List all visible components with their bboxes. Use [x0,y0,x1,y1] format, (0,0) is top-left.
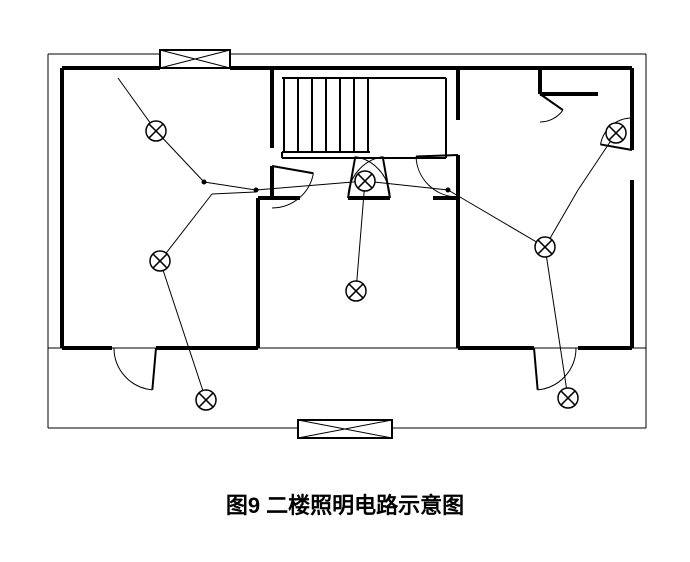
door-leaf [383,157,390,198]
wire [545,247,568,398]
wire [365,181,448,190]
wire [212,192,256,194]
door-leaf [540,94,563,110]
wire [160,261,206,400]
door-arc [416,156,458,197]
wire [448,190,545,247]
door-arc [272,173,313,208]
diagram-stage: 图9 二楼照明电路示意图 [0,0,690,562]
wire [204,182,256,190]
junction [446,188,451,193]
floorplan-svg [0,0,690,562]
door-leaf [534,348,538,390]
junction [254,188,259,193]
wire [160,194,212,261]
door-leaf [348,157,355,198]
figure-caption: 图9 二楼照明电路示意图 [0,488,690,520]
door-leaf [416,155,458,156]
door-leaf [152,348,156,390]
door-leaf [272,166,313,173]
door-arc [114,348,152,390]
door-arc [538,348,576,390]
door-arc [540,110,563,122]
junction [202,180,207,185]
